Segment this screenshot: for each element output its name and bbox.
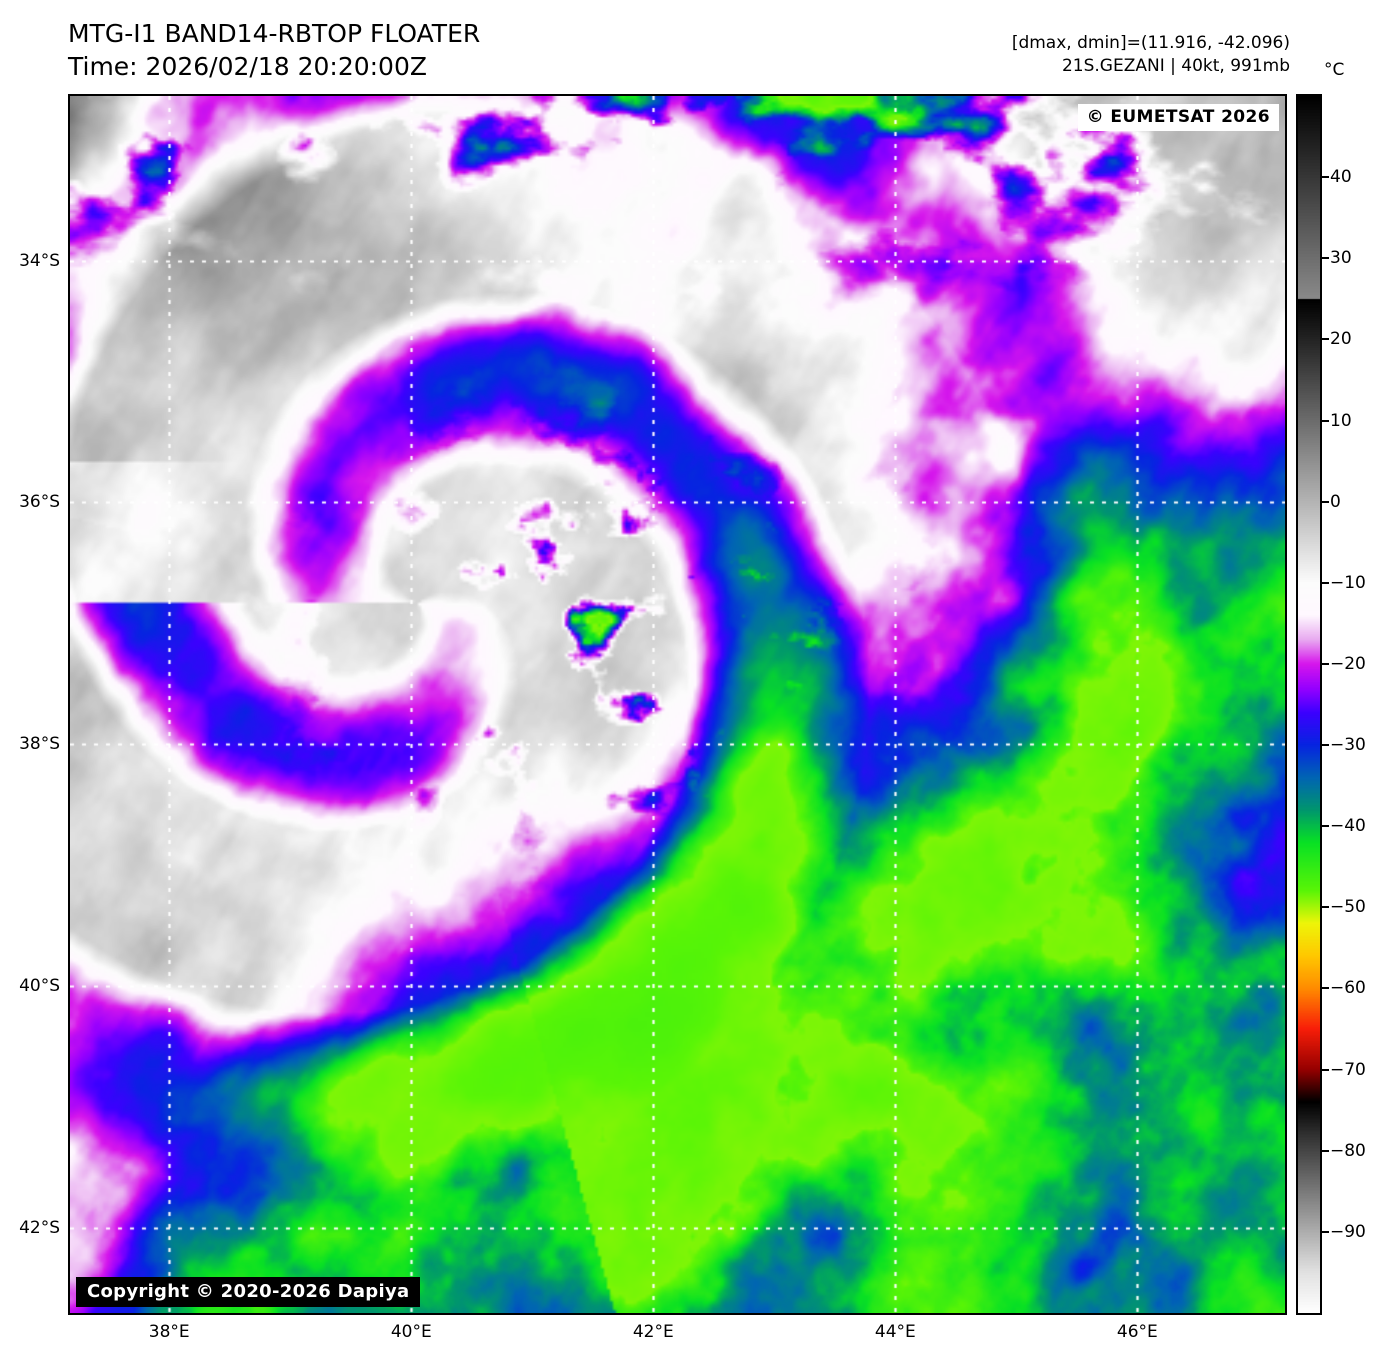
colorbar-tick-mark <box>1322 338 1329 341</box>
metadata-block: [dmax, dmin]=(11.916, -42.096) 21S.GEZAN… <box>1012 32 1290 78</box>
colorbar-tick-label: −90 <box>1330 1221 1366 1242</box>
colorbar-tick-mark <box>1322 906 1329 909</box>
lon-tick-label: 44°E <box>874 1322 916 1342</box>
colorbar-tick-mark <box>1322 1068 1329 1071</box>
satellite-image-plot[interactable]: © EUMETSAT 2026 Copyright © 2020-2026 Da… <box>68 94 1287 1315</box>
colorbar-tick-label: −10 <box>1330 572 1366 593</box>
eumetsat-copyright-badge: © EUMETSAT 2026 <box>1077 104 1279 131</box>
latitude-axis: 34°S 36°S 38°S 40°S 42°S <box>0 0 60 1359</box>
temperature-colorbar[interactable] <box>1296 94 1322 1315</box>
lat-lon-gridlines <box>70 96 1285 1313</box>
colorbar-tick-mark <box>1322 176 1329 179</box>
lat-tick-label: 40°S <box>19 976 60 997</box>
storm-info-label: 21S.GEZANI | 40kt, 991mb <box>1061 55 1290 76</box>
lon-tick-label: 42°E <box>632 1322 674 1342</box>
colorbar-tick-mark <box>1322 257 1329 260</box>
lat-tick-label: 38°S <box>19 734 60 755</box>
page-title: MTG-I1 BAND14-RBTOP FLOATER <box>68 19 481 48</box>
colorbar-tick-label: 20 <box>1330 329 1352 350</box>
colorbar-tick-label: 30 <box>1330 248 1352 269</box>
colorbar-tick-label: −20 <box>1330 653 1366 674</box>
colorbar-tick-mark <box>1322 1149 1329 1152</box>
lon-tick-label: 46°E <box>1116 1322 1158 1342</box>
title-block: MTG-I1 BAND14-RBTOP FLOATER Time: 2026/0… <box>68 18 480 83</box>
colorbar-tick-mark <box>1322 581 1329 584</box>
colorbar-gradient-canvas <box>1298 96 1320 1313</box>
colorbar-tick-mark <box>1322 662 1329 665</box>
colorbar-tick-label: −60 <box>1330 978 1366 999</box>
lon-tick-label: 40°E <box>390 1322 432 1342</box>
colorbar-tick-label: 40 <box>1330 167 1352 188</box>
colorbar-tick-label: 10 <box>1330 410 1352 431</box>
longitude-axis: 38°E 40°E 42°E 44°E 46°E <box>0 1322 1388 1352</box>
colorbar-tick-label: −30 <box>1330 735 1366 756</box>
lat-tick-label: 36°S <box>19 492 60 513</box>
colorbar-tick-label: −70 <box>1330 1059 1366 1080</box>
colorbar-tick-label: −80 <box>1330 1140 1366 1161</box>
colorbar-tick-mark <box>1322 987 1329 990</box>
colorbar-tick-mark <box>1322 500 1329 503</box>
colorbar-tick-mark <box>1322 825 1329 828</box>
colorbar-tick-mark <box>1322 1230 1329 1233</box>
dapiya-copyright-badge: Copyright © 2020-2026 Dapiya <box>76 1277 421 1307</box>
lat-tick-label: 34°S <box>19 250 60 271</box>
colorbar-tick-label: 0 <box>1330 491 1341 512</box>
colorbar-tick-mark <box>1322 419 1329 422</box>
lon-tick-label: 38°E <box>148 1322 190 1342</box>
colorbar-tick-label: −40 <box>1330 816 1366 837</box>
timestamp-label: Time: 2026/02/18 20:20:00Z <box>68 51 427 81</box>
lat-tick-label: 42°S <box>19 1218 60 1239</box>
dmax-dmin-label: [dmax, dmin]=(11.916, -42.096) <box>1011 33 1290 53</box>
colorbar-tick-label: −50 <box>1330 897 1366 918</box>
colorbar-tick-mark <box>1322 744 1329 747</box>
colorbar-unit-label: °C <box>1324 60 1345 80</box>
